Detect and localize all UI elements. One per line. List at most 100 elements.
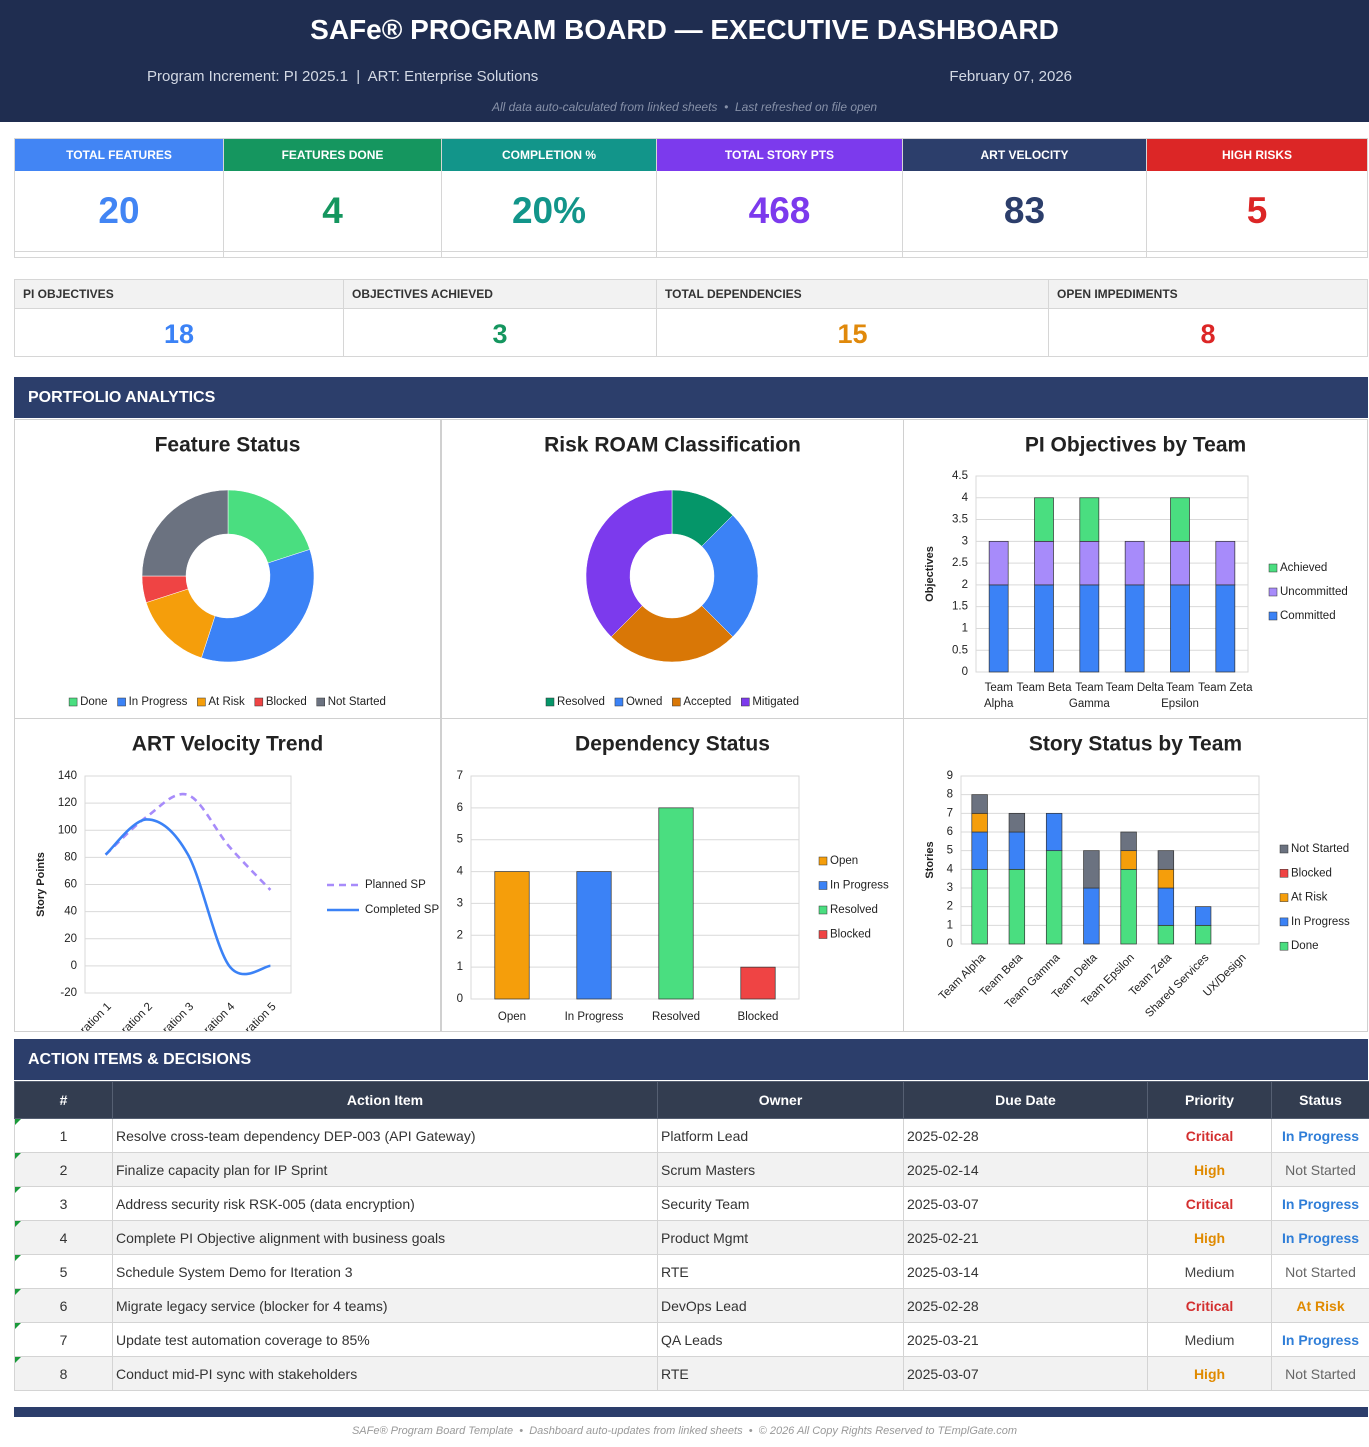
x-tick-label: Team Zeta: [1198, 682, 1253, 694]
legend-label: Mitigated: [752, 696, 799, 708]
chart: Feature Status Done In Progress At Risk Bloc…: [68, 434, 386, 708]
y-axis-label: Objectives: [924, 546, 936, 602]
metric-value: 3: [492, 319, 508, 349]
table-cell: Critical: [1147, 1118, 1272, 1153]
table-cell: Migrate legacy service (blocker for 4 te…: [112, 1288, 658, 1323]
metric-label: OBJECTIVES ACHIEVED: [344, 280, 656, 309]
chart-title: Story Status by Team: [1029, 733, 1242, 756]
legend-label: Resolved: [557, 696, 605, 708]
legend-label: Achieved: [1280, 562, 1327, 574]
legend-label: In Progress: [129, 696, 188, 708]
bar-segment: [1194, 924, 1212, 945]
table-row: 4 Complete PI Objective alignment with bu…: [14, 1220, 1369, 1255]
column-header: Owner: [657, 1081, 904, 1119]
bar-segment: [971, 831, 988, 870]
plot-area: [975, 475, 1249, 673]
y-tick-label: 140: [58, 770, 77, 782]
table-row: 3 Address security risk RSK-005 (data enc…: [14, 1186, 1369, 1221]
bar-segment: [1157, 887, 1175, 926]
kpi-value: 5: [1147, 171, 1367, 252]
kpi-label: FEATURES DONE: [224, 139, 441, 171]
kpi-label: ART VELOCITY: [903, 139, 1146, 171]
kpi-value: 83: [903, 171, 1146, 252]
y-tick-label: 80: [64, 851, 77, 863]
table-cell: In Progress: [1271, 1118, 1369, 1153]
footer-bar: [14, 1407, 1368, 1417]
x-tick-label: Team Delta: [1105, 682, 1164, 694]
metric-label: TOTAL DEPENDENCIES: [657, 280, 1048, 309]
y-tick-label: 100: [58, 824, 77, 836]
y-tick-label: 1.5: [952, 601, 968, 613]
metric-card: OPEN IMPEDIMENTS 8: [1049, 279, 1368, 357]
table-cell: RTE: [657, 1254, 904, 1289]
line-series: [104, 818, 271, 976]
bar-segment: [1120, 850, 1137, 870]
metric-label: OPEN IMPEDIMENTS: [1049, 280, 1367, 309]
metric-card: PI OBJECTIVES 18: [14, 279, 344, 357]
section-bar: PORTFOLIO ANALYTICS: [14, 377, 1368, 418]
table-cell: High: [1147, 1220, 1272, 1255]
legend-label: Blocked: [266, 696, 307, 708]
y-tick-label: 2: [962, 579, 968, 591]
legend-label: Blocked: [1291, 867, 1332, 879]
table-cell: 2025-03-21: [903, 1322, 1148, 1357]
x-tick-label: Team Alpha: [937, 951, 988, 1002]
bar-segment: [1079, 540, 1100, 586]
table-cell: Critical: [1147, 1288, 1272, 1323]
table-cell: 2025-03-07: [903, 1186, 1148, 1221]
action-table: # Action Item Owner Due Date Priority Status 1…: [14, 1081, 1369, 1391]
bar: [740, 966, 776, 1000]
table-row: 8 Conduct mid-PI sync with stakeholders RT…: [14, 1356, 1369, 1391]
bar-segment: [1120, 868, 1137, 945]
bar-segment: [1008, 812, 1026, 833]
y-tick-label: 5: [947, 845, 953, 857]
y-tick-label: 2: [947, 901, 953, 913]
table-cell: Update test automation coverage to 85%: [112, 1322, 658, 1357]
y-tick-label: 0.5: [952, 644, 968, 656]
y-tick-label: 2.5: [952, 557, 968, 569]
legend: Done In Progress At Risk Blocked Not Started: [68, 696, 386, 708]
header-note: All data auto-calculated from linked she…: [491, 100, 878, 114]
legend-label: Committed: [1280, 610, 1336, 622]
chart-panel: ART Velocity Trend -20 0 20 40 60 80 100 120 140 S…: [14, 718, 441, 1032]
bar-segment: [1215, 584, 1236, 673]
legend-swatch: [1279, 941, 1289, 951]
legend: Resolved Owned Accepted Mitigated: [545, 696, 799, 708]
kpi-value: 20: [15, 171, 223, 252]
legend-swatch: [1279, 869, 1289, 878]
header: SAFe® PROGRAM BOARD — EXECUTIVE DASHBOAR…: [0, 0, 1369, 122]
table-cell: 8: [14, 1356, 113, 1391]
y-tick-label: 20: [64, 933, 77, 945]
bar-segment: [1157, 850, 1175, 870]
bar-segment: [1079, 497, 1100, 542]
footer-text: SAFe® Program Board Template • Dashboard…: [351, 1425, 1018, 1437]
table-cell: 2025-03-14: [903, 1254, 1148, 1289]
table-cell: Schedule System Demo for Iteration 3: [112, 1254, 658, 1289]
legend-swatch: [818, 881, 828, 890]
chart-panel: Feature Status Done In Progress At Risk Bloc…: [14, 419, 441, 719]
chart-title: Risk ROAM Classification: [544, 434, 801, 457]
x-tick-label: Iteration 3: [152, 1001, 197, 1031]
x-tick-label: Open: [498, 1011, 526, 1023]
chart-title: ART Velocity Trend: [132, 733, 323, 756]
kpi-card: ART VELOCITY 83: [903, 138, 1147, 258]
x-tick-label-box: Team Epsilon: [1161, 682, 1199, 710]
table-cell: 6: [14, 1288, 113, 1323]
legend-swatch: [672, 697, 681, 707]
legend-label: Done: [1291, 940, 1319, 952]
y-tick-label: 3: [457, 897, 463, 909]
y-tick-label: 0: [71, 960, 77, 972]
chart: Risk ROAM Classification Resolved Owned Acc…: [544, 434, 801, 708]
legend-label: Accepted: [683, 696, 731, 708]
y-tick-label: 6: [947, 826, 953, 838]
x-tick-label-box: Team Delta: [1105, 682, 1164, 694]
table-cell: Critical: [1147, 1186, 1272, 1221]
chart: Dependency Status 0 1 2 3 4 5 6 7 Open In Progress…: [457, 733, 889, 1023]
legend-swatch: [197, 697, 206, 707]
table-cell: High: [1147, 1356, 1272, 1391]
kpi-label: HIGH RISKS: [1147, 139, 1367, 171]
bar-segment: [988, 584, 1009, 673]
y-tick-label: 7: [457, 770, 463, 782]
table-cell: 2025-02-28: [903, 1288, 1148, 1323]
